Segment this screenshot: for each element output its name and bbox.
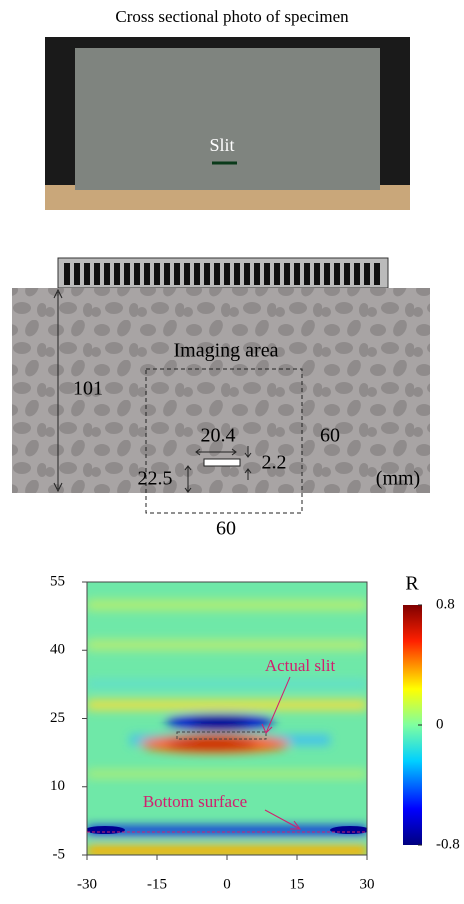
colorbar: [403, 605, 422, 845]
sensor-element: [114, 263, 120, 285]
slit-outline: [176, 731, 267, 740]
sensor-element: [254, 263, 260, 285]
sensor-element: [184, 263, 190, 285]
y-tick-label: 40: [50, 642, 65, 658]
x-tick-label: -15: [147, 876, 167, 892]
sensor-element: [204, 263, 210, 285]
sensor-element: [154, 263, 160, 285]
sensor-element: [324, 263, 330, 285]
dim-label: 60: [320, 425, 340, 447]
sensor-element: [264, 263, 270, 285]
sensor-element: [214, 263, 220, 285]
imaging-area-box: [145, 368, 303, 514]
y-tick-label: 10: [50, 778, 65, 794]
annotation-arrow: [261, 676, 291, 734]
colorbar-tick-label: -0.8: [436, 836, 460, 852]
dim-label: 60: [216, 518, 236, 540]
sensor-element: [294, 263, 300, 285]
x-tick-label: -30: [77, 876, 97, 892]
specimen-photo: [75, 48, 380, 190]
x-tick-label: 0: [223, 876, 231, 892]
sensor-element: [374, 263, 380, 285]
annotation: Actual slit: [265, 656, 336, 675]
sensor-element: [124, 263, 130, 285]
x-tick-label: 15: [290, 876, 305, 892]
heatmap: [87, 582, 367, 855]
annotation: Bottom surface: [143, 792, 247, 811]
annotation-arrow: [264, 809, 301, 830]
sensor-element: [344, 263, 350, 285]
sensor-element: [174, 263, 180, 285]
dim-arrows: [184, 446, 252, 493]
sensor-element: [274, 263, 280, 285]
sensor-element: [364, 263, 370, 285]
unit-label: (mm): [376, 468, 420, 490]
sensor-element: [94, 263, 100, 285]
colorbar-label: R: [405, 573, 419, 595]
sensor-element: [224, 263, 230, 285]
y-tick-label: -5: [53, 846, 66, 862]
sensor-element: [334, 263, 340, 285]
arrow-heads: [53, 288, 63, 493]
sensor-element: [244, 263, 250, 285]
slit-diagram: [203, 458, 241, 467]
sensor-element: [234, 263, 240, 285]
sensor-element: [64, 263, 70, 285]
dim-label: 22.5: [138, 468, 173, 490]
y-tick-label: 55: [50, 573, 65, 589]
sensor-element: [104, 263, 110, 285]
imaging-area-label: Imaging area: [174, 340, 279, 362]
sensor-element: [84, 263, 90, 285]
dim-label: 101: [73, 378, 103, 400]
dim-label: 2.2: [262, 452, 287, 474]
sensor-element: [134, 263, 140, 285]
sensor-element: [304, 263, 310, 285]
axes: -30 -15 0 15 30 -5 10 25 40 55 -0.8 0 0.8: [50, 573, 460, 892]
y-tick-label: 25: [50, 710, 65, 726]
sensor-elements: [64, 263, 380, 285]
sensor-element: [144, 263, 150, 285]
sensor-element: [314, 263, 320, 285]
slit-label: Slit: [209, 135, 234, 155]
sensor-element: [164, 263, 170, 285]
sensor-element: [74, 263, 80, 285]
colorbar-tick-label: 0.8: [436, 596, 455, 612]
sensor-element: [284, 263, 290, 285]
dim-label: 20.4: [201, 425, 236, 447]
sensor-element: [194, 263, 200, 285]
x-tick-label: 30: [360, 876, 375, 892]
sensor-element: [354, 263, 360, 285]
colorbar-tick-label: 0: [436, 716, 444, 732]
photo-caption: Cross sectional photo of specimen: [115, 7, 349, 26]
